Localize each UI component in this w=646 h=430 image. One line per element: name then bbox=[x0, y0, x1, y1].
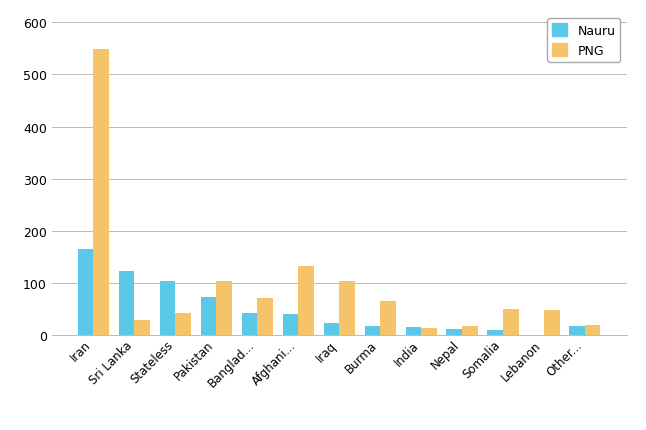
Bar bbox=[257, 298, 273, 335]
Bar bbox=[380, 301, 396, 335]
Bar bbox=[242, 313, 257, 335]
Bar bbox=[364, 326, 380, 335]
Bar bbox=[324, 323, 339, 335]
Bar bbox=[503, 310, 519, 335]
Bar bbox=[421, 328, 437, 335]
Bar bbox=[569, 326, 585, 335]
Bar bbox=[462, 326, 477, 335]
Bar bbox=[201, 298, 216, 335]
Bar bbox=[160, 282, 175, 335]
Bar bbox=[406, 328, 421, 335]
Bar bbox=[175, 313, 191, 335]
Bar bbox=[119, 271, 134, 335]
Bar bbox=[216, 281, 232, 335]
Bar bbox=[544, 310, 559, 335]
Bar bbox=[134, 320, 150, 335]
Bar bbox=[339, 281, 355, 335]
Bar bbox=[94, 50, 109, 335]
Bar bbox=[282, 315, 298, 335]
Legend: Nauru, PNG: Nauru, PNG bbox=[547, 19, 620, 62]
Bar bbox=[585, 325, 601, 335]
Bar bbox=[488, 330, 503, 335]
Bar bbox=[446, 330, 462, 335]
Bar bbox=[78, 249, 94, 335]
Bar bbox=[298, 266, 314, 335]
